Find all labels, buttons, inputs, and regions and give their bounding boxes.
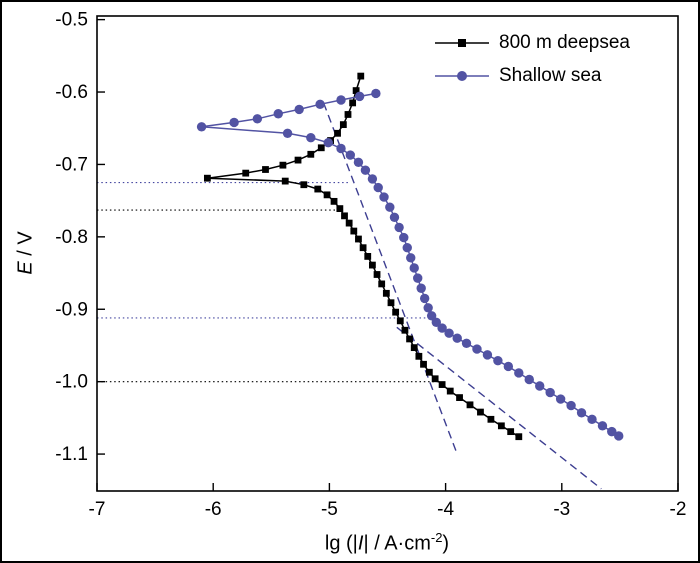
- series-1: [196, 88, 624, 441]
- legend-entry-shallow: Shallow sea: [434, 65, 630, 87]
- x-tick-label: -4: [437, 499, 454, 520]
- x-axis-title: lg (|I| / A·cm-2): [325, 530, 449, 556]
- legend-label-deepsea: 800 m deepsea: [499, 32, 630, 53]
- y-tick-label: -0.6: [55, 82, 88, 103]
- x-tick-label: -7: [89, 499, 106, 520]
- plot-frame: [96, 15, 679, 492]
- y-tick-label: -0.5: [55, 10, 88, 31]
- x-tick-label: -2: [670, 499, 687, 520]
- y-tick-label: -1.0: [55, 372, 88, 393]
- x-tick-label: -5: [321, 499, 338, 520]
- legend-sample-square-icon: [435, 39, 489, 47]
- y-tick-label: -0.7: [55, 154, 88, 175]
- reference-lines: [97, 181, 440, 383]
- x-tick-label: -6: [205, 499, 222, 520]
- legend-entry-deepsea: 800 m deepsea: [434, 32, 630, 54]
- y-axis-title: E / V: [15, 231, 38, 274]
- y-axis-title-unit: / V: [14, 231, 37, 262]
- x-tick-label: -3: [553, 499, 570, 520]
- x-axis-title-end: ): [442, 532, 450, 555]
- x-axis-title-symbol: I: [357, 532, 364, 555]
- series-0: [203, 72, 523, 441]
- legend-label-shallow: Shallow sea: [499, 65, 602, 86]
- x-axis-title-pre: lg (|: [324, 532, 358, 555]
- tafel-extrapolation-lines: [322, 102, 602, 490]
- y-axis-title-symbol: E: [14, 261, 37, 275]
- x-axis-title-unit: | / A·cm: [363, 532, 431, 555]
- y-tick-label: -0.8: [55, 227, 88, 248]
- y-axis-ticks: -0.5 -0.6 -0.7 -0.8 -0.9 -1.0 -1.1: [55, 10, 105, 465]
- x-axis-ticks: -7 -6 -5 -4 -3 -2: [89, 483, 687, 520]
- legend-sample-circle-icon: [435, 71, 489, 81]
- y-tick-label: -1.1: [55, 444, 88, 465]
- y-tick-label: -0.9: [55, 299, 88, 320]
- legend: 800 m deepsea Shallow sea: [434, 32, 630, 87]
- x-axis-title-exponent: -2: [430, 530, 443, 545]
